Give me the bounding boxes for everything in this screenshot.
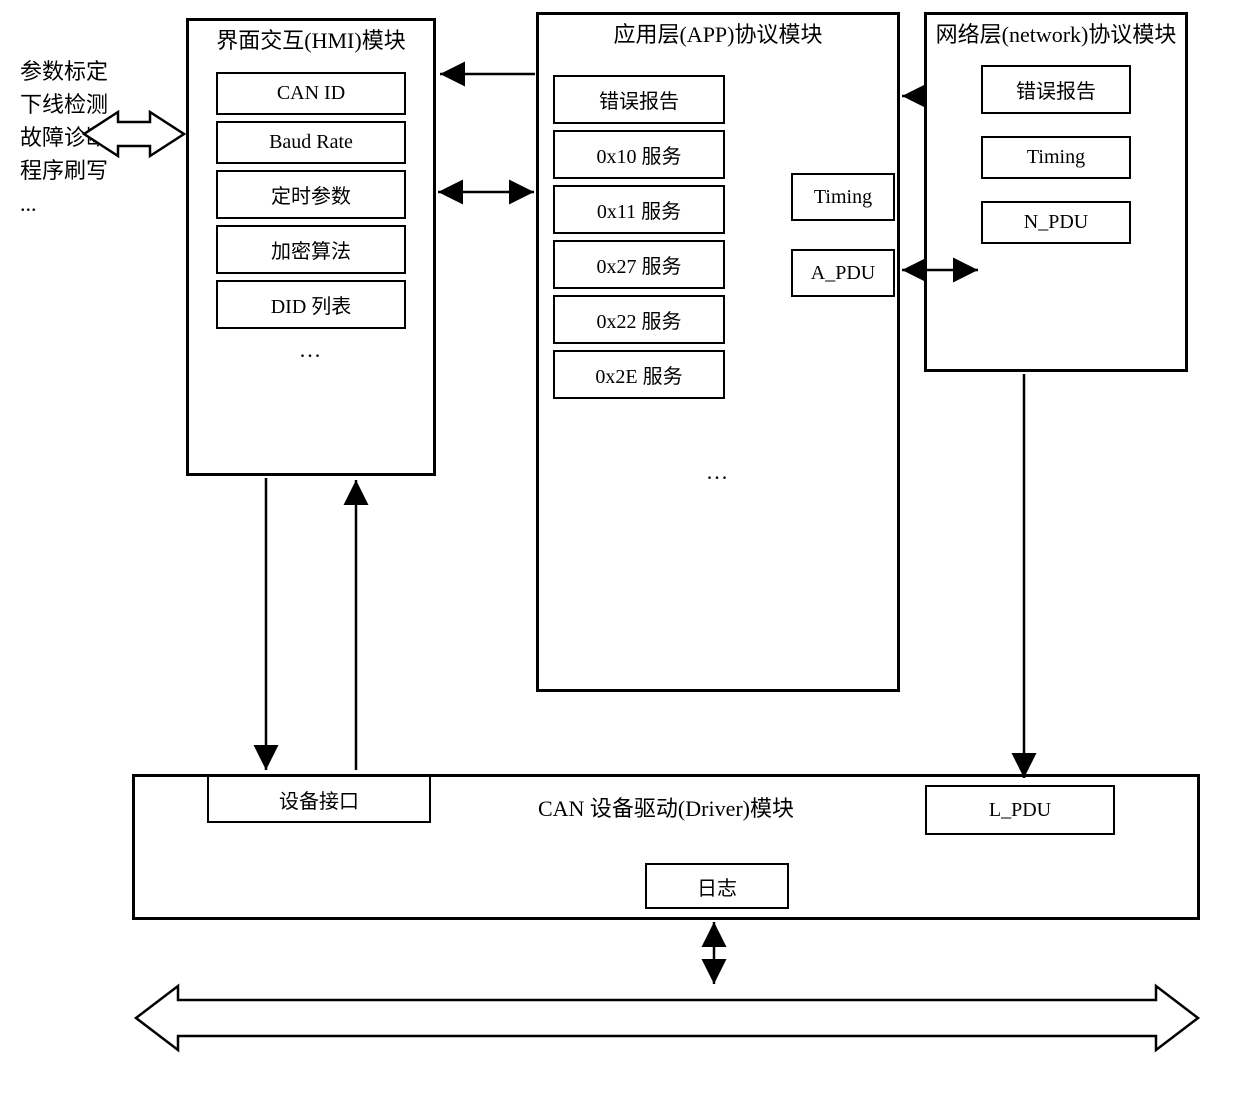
bus-label: CAN Bus <box>580 1004 666 1030</box>
side-label: 参数标定 下线检测 故障诊断 程序刷写 ... <box>20 55 108 220</box>
driver-devif: 设备接口 <box>207 775 431 823</box>
net-item: N_PDU <box>981 201 1131 244</box>
hmi-item: 定时参数 <box>216 170 406 219</box>
driver-lpdu: L_PDU <box>925 785 1115 835</box>
side-line: ... <box>20 187 108 220</box>
hmi-item: CAN ID <box>216 72 406 115</box>
net-module: 网络层(network)协议模块 错误报告 Timing N_PDU <box>924 12 1188 372</box>
app-module: 应用层(APP)协议模块 错误报告 0x10 服务 0x11 服务 0x27 服… <box>536 12 900 692</box>
net-item: Timing <box>981 136 1131 179</box>
net-title: 网络层(network)协议模块 <box>927 15 1185 59</box>
side-line: 下线检测 <box>20 88 108 121</box>
side-line: 故障诊断 <box>20 121 108 154</box>
driver-log: 日志 <box>645 863 789 909</box>
app-item: 0x27 服务 <box>553 240 725 289</box>
app-item: 0x10 服务 <box>553 130 725 179</box>
app-item: 0x2E 服务 <box>553 350 725 399</box>
can-bus-arrow <box>136 986 1198 1050</box>
app-timing: Timing <box>791 173 895 221</box>
side-line: 参数标定 <box>20 55 108 88</box>
side-line: 程序刷写 <box>20 154 108 187</box>
app-item: 0x22 服务 <box>553 295 725 344</box>
app-title: 应用层(APP)协议模块 <box>539 15 897 60</box>
hmi-title: 界面交互(HMI)模块 <box>189 21 433 66</box>
hmi-module: 界面交互(HMI)模块 CAN ID Baud Rate 定时参数 加密算法 D… <box>186 18 436 476</box>
app-apdu: A_PDU <box>791 249 895 297</box>
hmi-item: Baud Rate <box>216 121 406 164</box>
hmi-item: 加密算法 <box>216 225 406 274</box>
app-ellipsis: ... <box>539 457 897 489</box>
driver-module: CAN 设备驱动(Driver)模块 设备接口 日志 L_PDU <box>132 774 1200 920</box>
hmi-item: DID 列表 <box>216 280 406 329</box>
app-item: 0x11 服务 <box>553 185 725 234</box>
net-item: 错误报告 <box>981 65 1131 114</box>
hmi-ellipsis: ... <box>189 335 433 367</box>
app-item: 错误报告 <box>553 75 725 124</box>
